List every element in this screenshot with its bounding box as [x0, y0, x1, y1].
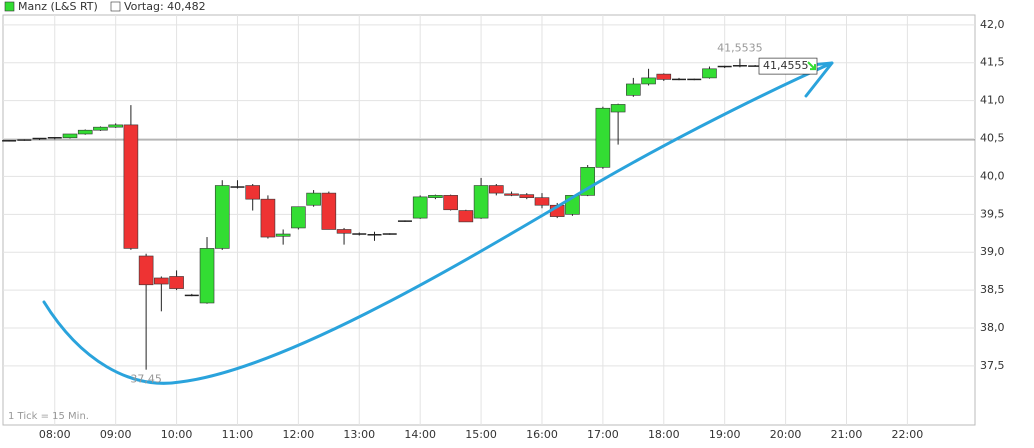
candle-body [306, 192, 321, 206]
candle-body [489, 185, 504, 194]
candle-body [245, 185, 260, 200]
x-tick-label: 17:00 [587, 428, 619, 441]
y-tick-label: 38,5 [980, 283, 1005, 296]
y-tick-label: 42,0 [980, 18, 1005, 31]
candle-body [275, 233, 291, 237]
candle-body [93, 126, 108, 131]
candle-body [169, 276, 184, 289]
candle-body [580, 167, 595, 196]
footnote: 1 Tick = 15 Min. [8, 411, 89, 422]
legend-label: Vortag: 40,482 [124, 0, 206, 13]
annotation: 37,45 [130, 373, 162, 386]
y-tick-label: 40,0 [980, 169, 1005, 182]
x-tick-label: 08:00 [39, 428, 71, 441]
y-tick-label: 39,5 [980, 207, 1005, 220]
last-price-label: 41,4555 [763, 59, 809, 72]
last-price-arrow [807, 61, 816, 71]
candle-body [519, 194, 535, 198]
x-tick-label: 20:00 [770, 428, 802, 441]
candle-body [291, 206, 306, 229]
candle-body [199, 248, 215, 304]
candle-body [610, 104, 626, 113]
x-tick-label: 10:00 [161, 428, 193, 441]
candle-body [123, 124, 139, 249]
legend-swatch [110, 1, 121, 12]
candle-body [336, 229, 352, 234]
x-tick-label: 12:00 [283, 428, 315, 441]
candle-body [504, 193, 519, 196]
candle-body [108, 124, 123, 128]
x-tick-label: 18:00 [648, 428, 680, 441]
candle-body [443, 195, 458, 211]
x-tick-label: 09:00 [100, 428, 132, 441]
x-tick-label: 13:00 [343, 428, 375, 441]
plot-area [2, 14, 976, 426]
candle-body [321, 192, 337, 230]
marks [2, 58, 763, 370]
candle-body [138, 255, 154, 286]
candle-body [260, 198, 276, 238]
candle-body [641, 77, 656, 85]
y-tick-label: 41,5 [980, 56, 1005, 69]
candle-body [154, 277, 169, 285]
candle-body [214, 185, 230, 249]
candle-body [428, 195, 443, 198]
candle-body [473, 185, 489, 219]
last-price-box [758, 57, 818, 75]
candle-body [412, 196, 428, 219]
grid [3, 15, 975, 425]
y-tick-label: 39,0 [980, 245, 1005, 258]
y-tick-label: 38,0 [980, 321, 1005, 334]
annotation: 41,5535 [717, 42, 763, 55]
y-tick-label: 37,5 [980, 359, 1005, 372]
candle-body [702, 68, 717, 79]
candle-body [656, 73, 672, 80]
x-tick-label: 22:00 [892, 428, 924, 441]
candle-body [534, 197, 550, 206]
candle-body [77, 129, 93, 135]
legend-swatch [4, 1, 15, 12]
x-tick-label: 14:00 [404, 428, 436, 441]
candle-body [458, 210, 474, 223]
x-tick-label: 16:00 [526, 428, 558, 441]
y-tick-label: 40,5 [980, 132, 1005, 145]
y-tick-label: 41,0 [980, 94, 1005, 107]
x-tick-label: 15:00 [465, 428, 497, 441]
candle-body [62, 133, 78, 139]
x-tick-label: 11:00 [222, 428, 254, 441]
candle-body [626, 83, 641, 96]
x-tick-label: 21:00 [831, 428, 863, 441]
candle-body [595, 107, 611, 168]
x-tick-label: 19:00 [709, 428, 741, 441]
legend-label: Manz (L&S RT) [18, 0, 98, 13]
